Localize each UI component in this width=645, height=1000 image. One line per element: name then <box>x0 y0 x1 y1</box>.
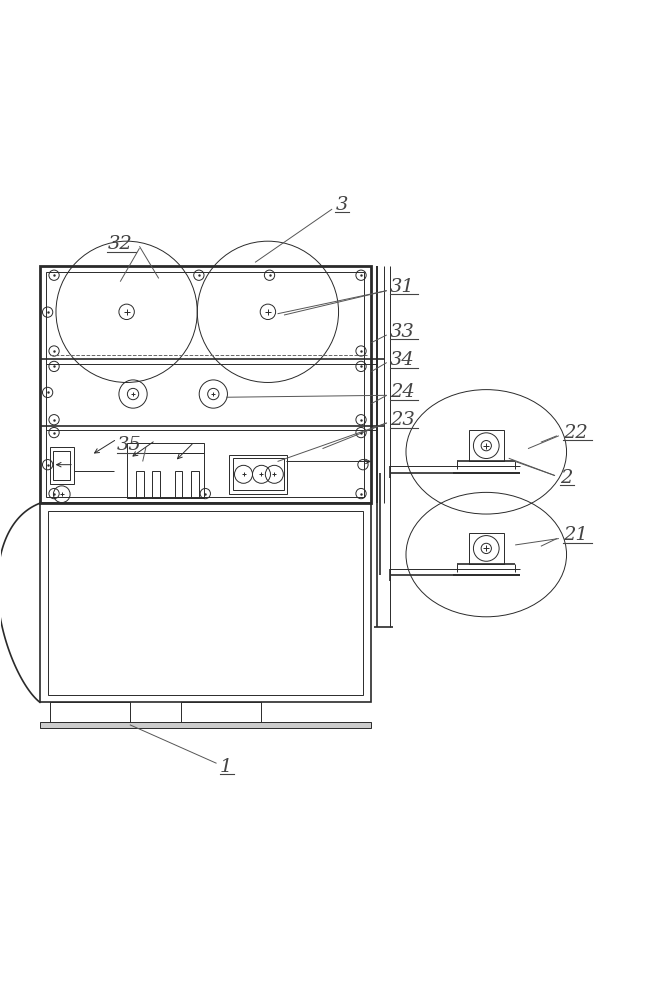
Text: 23: 23 <box>390 411 415 429</box>
Bar <box>126 453 204 498</box>
Text: 2: 2 <box>560 469 573 487</box>
Bar <box>152 471 160 498</box>
Text: 22: 22 <box>563 424 588 442</box>
Text: 35: 35 <box>117 436 142 454</box>
Bar <box>48 511 363 695</box>
Bar <box>469 430 504 461</box>
Bar <box>50 702 130 722</box>
Text: 24: 24 <box>390 383 415 401</box>
Bar <box>40 503 371 702</box>
Text: 34: 34 <box>390 351 415 369</box>
Text: 33: 33 <box>390 323 415 341</box>
Text: 31: 31 <box>390 278 415 296</box>
Bar <box>126 443 204 453</box>
Bar <box>175 471 183 498</box>
Bar <box>233 458 284 490</box>
Bar <box>40 266 371 503</box>
Bar <box>54 451 70 480</box>
Bar <box>230 455 287 494</box>
Bar <box>469 533 504 564</box>
Bar <box>46 272 364 497</box>
Text: 21: 21 <box>563 526 588 544</box>
Text: 1: 1 <box>220 758 232 776</box>
Text: 3: 3 <box>335 196 348 214</box>
Bar <box>191 471 199 498</box>
Bar <box>40 722 371 728</box>
Bar <box>181 702 261 722</box>
Bar <box>50 447 74 484</box>
Bar <box>136 471 144 498</box>
Text: 32: 32 <box>107 235 132 253</box>
